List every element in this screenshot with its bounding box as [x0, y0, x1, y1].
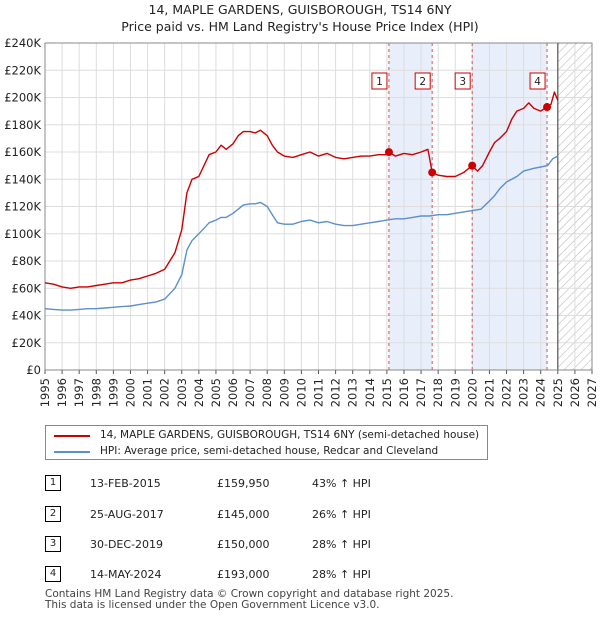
transaction-marker-label: 3 — [459, 76, 466, 88]
transaction-point — [428, 168, 437, 177]
y-tick-label: £220K — [4, 63, 41, 77]
y-tick-label: £180K — [4, 118, 41, 132]
x-tick-label: 2027 — [585, 378, 599, 407]
x-tick-label: 2005 — [209, 378, 223, 407]
x-tick-label: 2013 — [346, 378, 360, 407]
x-tick-label: 2006 — [226, 378, 240, 407]
x-tick-label: 2011 — [312, 378, 326, 407]
y-tick-label: £60K — [12, 281, 42, 295]
price-paid-line — [44, 91, 559, 289]
x-tick-label: 1996 — [55, 378, 69, 407]
footer: Contains HM Land Registry data © Crown c… — [45, 589, 453, 611]
y-tick-label: £0 — [26, 363, 41, 377]
x-tick-label: 2002 — [158, 378, 172, 407]
transaction-date: 30-DEC-2019 — [90, 538, 164, 551]
x-tick-label: 2007 — [243, 378, 257, 407]
legend-label-property: 14, MAPLE GARDENS, GUISBOROUGH, TS14 6NY… — [100, 429, 480, 441]
transaction-marker-box — [454, 72, 471, 90]
transaction-date: 25-AUG-2017 — [90, 508, 164, 521]
y-tick-label: £20K — [12, 336, 42, 350]
transaction-point — [543, 103, 552, 112]
x-tick-label: 2022 — [500, 378, 514, 407]
hpi-line — [44, 155, 559, 311]
y-tick-label: £160K — [4, 145, 41, 159]
y-tick-label: £80K — [12, 254, 42, 268]
y-tick-label: £140K — [4, 172, 41, 186]
chart-subtitle: Price paid vs. HM Land Registry's House … — [121, 19, 479, 34]
transaction-hpi: 28% ↑ HPI — [312, 538, 371, 551]
transaction-marker-box — [529, 72, 546, 90]
x-tick-label: 2008 — [260, 378, 274, 407]
y-tick-label: £40K — [12, 309, 42, 323]
x-tick-label: 2014 — [363, 378, 377, 407]
transaction-hpi: 28% ↑ HPI — [312, 568, 371, 581]
x-tick-label: 2026 — [568, 378, 582, 407]
x-tick-label: 2021 — [482, 378, 496, 407]
x-tick-label: 2001 — [141, 378, 155, 407]
transaction-number: 3 — [45, 536, 61, 552]
footer-copyright: Contains HM Land Registry data © Crown c… — [45, 588, 454, 600]
x-tick-label: 2017 — [414, 378, 428, 407]
x-tick-label: 2025 — [551, 378, 565, 407]
x-tick-label: 2020 — [465, 378, 479, 407]
y-tick-label: £120K — [4, 200, 41, 214]
legend: 14, MAPLE GARDENS, GUISBOROUGH, TS14 6NY… — [45, 425, 488, 460]
y-tick-label: £200K — [4, 91, 41, 105]
transaction-date: 13-FEB-2015 — [90, 477, 161, 490]
transaction-number: 4 — [45, 566, 61, 582]
transaction-price: £150,000 — [217, 538, 270, 551]
x-tick-label: 2015 — [380, 378, 394, 407]
transaction-price: £193,000 — [217, 568, 270, 581]
transaction-hpi: 43% ↑ HPI — [312, 477, 371, 490]
transaction-marker-label: 1 — [376, 76, 383, 88]
x-tick-label: 2009 — [277, 378, 291, 407]
footer-license: This data is licensed under the Open Gov… — [45, 599, 380, 611]
x-tick-label: 2000 — [123, 378, 137, 407]
transaction-point — [468, 161, 477, 170]
x-tick-label: 2018 — [431, 378, 445, 407]
chart-title: 14, MAPLE GARDENS, GUISBOROUGH, TS14 6NY — [148, 2, 452, 17]
price-chart: £0 £20K £40K £60K £80K £100K £120K £140K £160K £1… — [4, 36, 599, 407]
transaction-marker-label: 4 — [534, 76, 541, 88]
x-tick-label: 2019 — [448, 378, 462, 407]
legend-label-hpi: HPI: Average price, semi-detached house,… — [100, 445, 439, 457]
legend-swatch-property — [54, 435, 90, 437]
x-tick-label: 2004 — [192, 378, 206, 407]
transaction-hpi: 26% ↑ HPI — [312, 508, 371, 521]
x-tick-label: 1995 — [38, 378, 52, 407]
plot-frame — [44, 42, 593, 371]
x-tick-label: 2016 — [397, 378, 411, 407]
x-tick-label: 2010 — [294, 378, 308, 407]
transaction-number: 1 — [45, 475, 61, 491]
transaction-point — [384, 148, 393, 157]
transaction-price: £145,000 — [217, 508, 270, 521]
x-tick-label: 1998 — [89, 378, 103, 407]
y-tick-label: £100K — [4, 227, 41, 241]
x-tick-label: 1997 — [72, 378, 86, 407]
x-tick-label: 2024 — [534, 378, 548, 407]
transaction-marker-label: 2 — [419, 76, 426, 88]
x-tick-label: 1999 — [106, 378, 120, 407]
x-tick-label: 2003 — [175, 378, 189, 407]
x-tick-label: 2023 — [517, 378, 531, 407]
transaction-number: 2 — [45, 506, 61, 522]
transaction-date: 14-MAY-2024 — [90, 568, 162, 581]
legend-swatch-hpi — [54, 451, 90, 453]
x-tick-label: 2012 — [329, 378, 343, 407]
transaction-price: £159,950 — [217, 477, 270, 490]
y-tick-label: £240K — [4, 36, 41, 50]
transaction-marker-box — [371, 72, 388, 90]
transaction-marker-box — [414, 72, 431, 90]
